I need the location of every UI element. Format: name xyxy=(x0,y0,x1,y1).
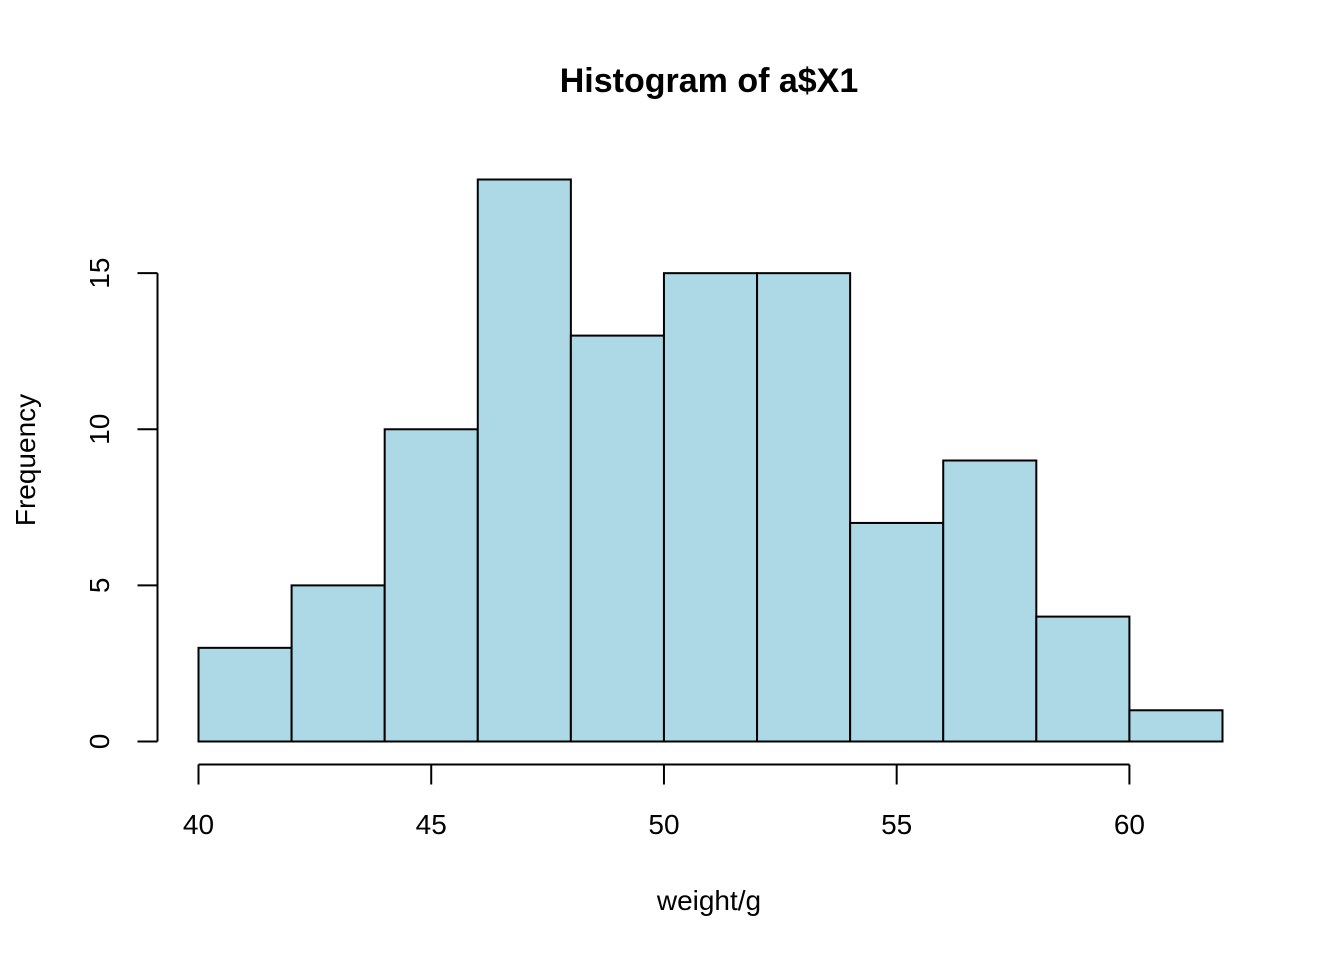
x-axis: 40 45 50 55 60 xyxy=(183,763,1145,840)
bars-group xyxy=(197,178,1224,743)
histogram-bar xyxy=(383,428,479,743)
x-tick-label: 60 xyxy=(1114,809,1145,840)
chart-title: Histogram of a$X1 xyxy=(560,62,859,100)
histogram-bar xyxy=(1128,709,1224,743)
x-tick-label: 40 xyxy=(183,809,214,840)
y-tick-label: 0 xyxy=(84,734,115,750)
x-tick-label: 45 xyxy=(416,809,447,840)
histogram-bar xyxy=(756,272,852,743)
histogram-bar xyxy=(942,459,1038,743)
x-tick-label: 55 xyxy=(881,809,912,840)
histogram-bar xyxy=(1035,615,1131,743)
x-axis-label: weight/g xyxy=(656,885,761,916)
y-tick-label: 5 xyxy=(84,578,115,594)
y-axis: 0 5 10 15 xyxy=(84,258,159,750)
histogram-bar xyxy=(290,584,386,743)
histogram-bar xyxy=(569,334,665,743)
histogram-bar xyxy=(197,646,293,743)
y-tick-label: 15 xyxy=(84,258,115,289)
histogram-bar xyxy=(476,178,572,743)
y-axis-label: Frequency xyxy=(10,394,41,526)
histogram-bar xyxy=(662,272,759,743)
histogram-bar xyxy=(849,521,945,743)
x-tick-label: 50 xyxy=(648,809,679,840)
y-tick-label: 10 xyxy=(84,414,115,445)
